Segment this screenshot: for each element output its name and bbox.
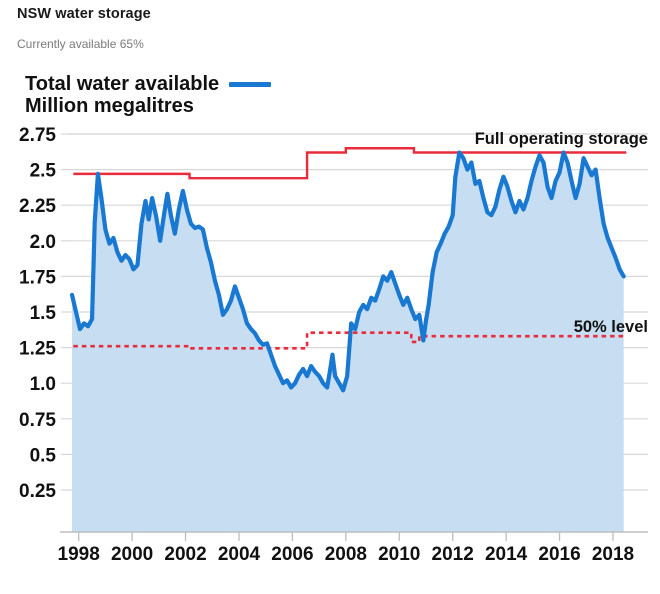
legend-unit-label: Million megalitres: [25, 95, 194, 118]
x-tick-label: 2006: [271, 544, 313, 565]
fifty-percent-level-line: [73, 331, 627, 350]
page-title: NSW water storage: [17, 6, 151, 22]
y-tick-label: 0.75: [19, 410, 56, 431]
full-operating-storage-label: Full operating storage: [475, 130, 648, 148]
x-tick-label: 2008: [325, 544, 367, 565]
x-tick-label: 2002: [164, 544, 206, 565]
x-tick-label: 2014: [485, 544, 528, 565]
chart-subtitle: Currently available 65%: [17, 37, 144, 51]
x-tick-label: 2012: [432, 544, 474, 565]
x-tick-label: 1998: [58, 544, 100, 565]
y-tick-label: 2.75: [19, 125, 56, 146]
y-tick-label: 0.5: [30, 445, 57, 466]
y-tick-label: 2.25: [19, 196, 56, 217]
x-tick-label: 2018: [592, 544, 634, 565]
y-tick-label: 2.5: [30, 161, 57, 182]
y-tick-label: 1.5: [30, 303, 57, 324]
y-tick-label: 0.25: [19, 481, 56, 502]
legend-series-label: Total water available: [25, 73, 220, 95]
blue-line-swatch-icon: [229, 81, 272, 87]
y-tick-label: 1.75: [19, 267, 56, 288]
x-tick-label: 2010: [378, 544, 420, 565]
x-tick-label: 2004: [218, 544, 261, 565]
x-tick-label: 2016: [538, 544, 580, 565]
x-tick-label: 2000: [111, 544, 153, 565]
chart-legend: Total water available Million megalitres: [25, 73, 445, 118]
water-available-area: [72, 152, 624, 532]
y-axis-labels: 0.25 0.5 0.75 1.0 1.25 1.5 1.75 2.0 2.25 2.5 2.75: [19, 125, 68, 502]
y-tick-label: 1.25: [19, 339, 56, 360]
x-axis-labels: 1998 2000 2002 2004 2006 2008 2010 2012 2014 2016…: [58, 532, 634, 565]
water-available-line: [69, 150, 626, 393]
fifty-percent-level-label: 50% level: [574, 318, 648, 336]
y-tick-label: 1.0: [30, 374, 56, 395]
full-operating-storage-line: [73, 147, 627, 180]
y-tick-label: 2.0: [30, 232, 56, 253]
